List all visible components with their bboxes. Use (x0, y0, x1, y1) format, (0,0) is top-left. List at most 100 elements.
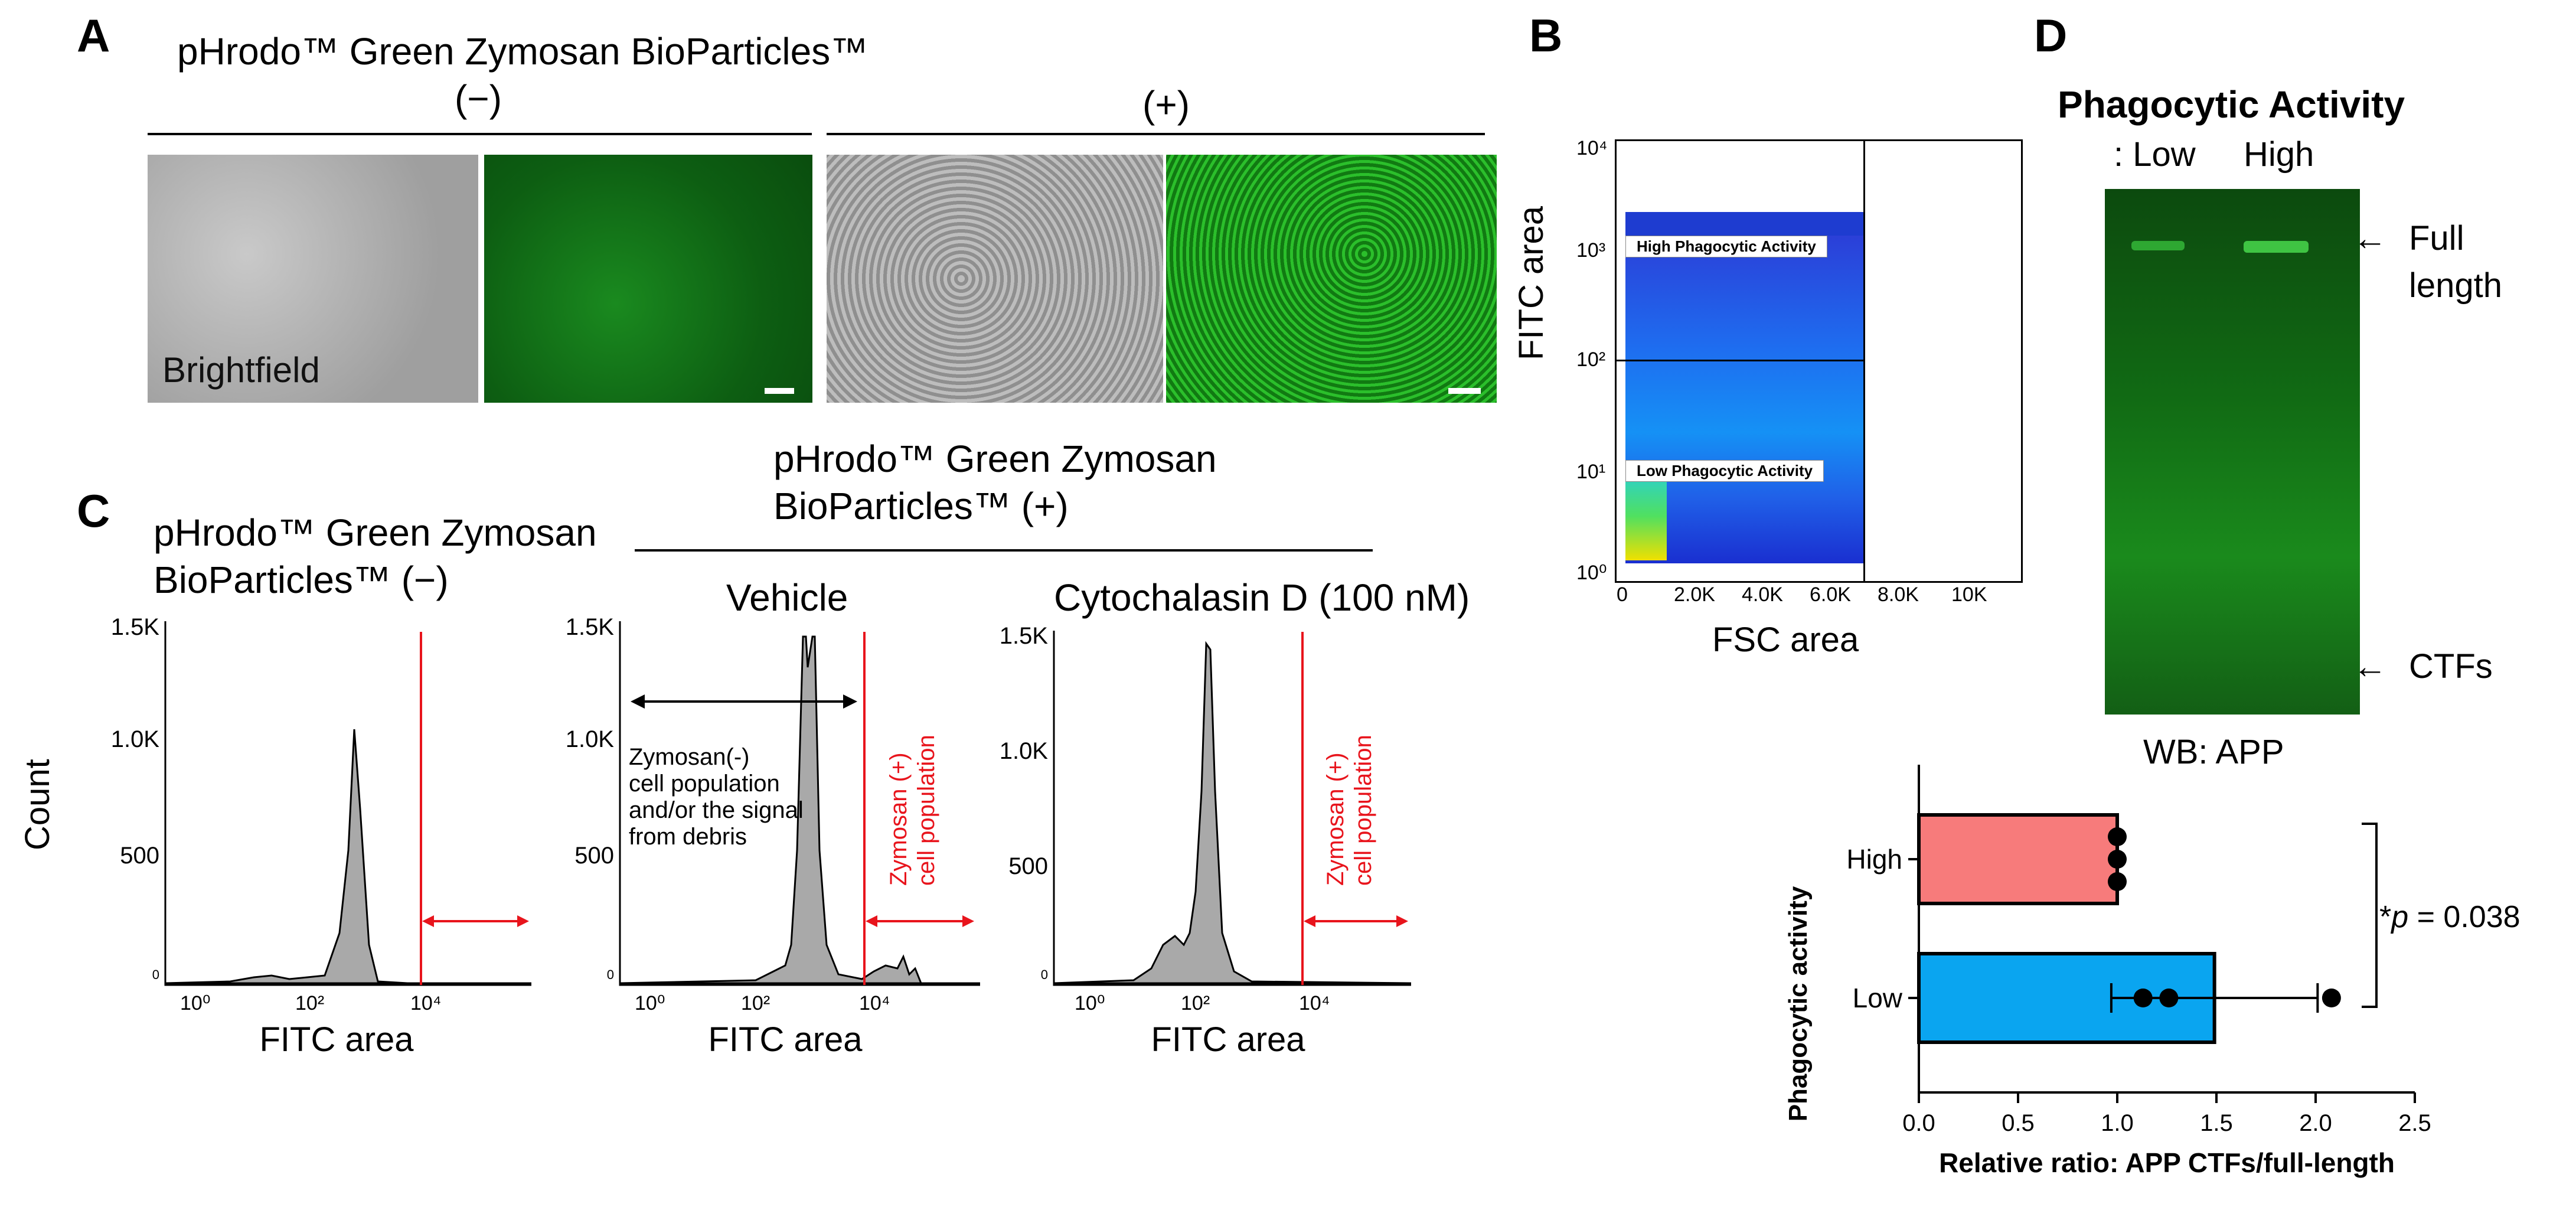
scale-bar (1448, 388, 1481, 394)
gate-low-label: Low Phagocytic Activity (1625, 460, 1824, 482)
c-ytick: 1.5K (111, 614, 160, 640)
histogram-negative: 1.5K 1.0K 500 0 10⁰ 10² 10⁴ FITC area (111, 614, 531, 1059)
zymosan-negative-text-4: from debris (629, 824, 747, 850)
fluorescence-image-plus (1166, 155, 1497, 403)
c-xlabel: FITC area (708, 1020, 863, 1059)
lane-high-label: High (2244, 135, 2314, 174)
c-ytick: 0 (607, 967, 614, 982)
panel-label-c: C (77, 485, 110, 537)
gate-arrowheads (866, 915, 974, 927)
wb-app-label: WB: APP (2143, 733, 2284, 771)
c-ylabel: Count (18, 759, 57, 850)
lane-low-label: : Low (2114, 135, 2196, 174)
data-point (2108, 850, 2127, 869)
zymosan-negative-text-2: cell population (629, 771, 780, 797)
bar-ylabel: Phagocytic activity (1784, 886, 1813, 1121)
c-xtick: 10⁴ (859, 992, 890, 1014)
panel-a-minus-rule (148, 133, 812, 135)
data-point (2108, 872, 2127, 891)
bar-xlabel: Relative ratio: APP CTFs/full-length (1939, 1147, 2395, 1178)
pvalue-text: *p = 0.038 (2379, 900, 2521, 934)
panel-label-b: B (1529, 9, 1563, 61)
data-point (2133, 989, 2153, 1007)
ctfs-arrow: ← (2353, 647, 2387, 686)
hist-curve (619, 635, 980, 984)
c-title-pos-1: pHrodo™ Green Zymosan (773, 438, 1217, 480)
gate-arrowheads (1304, 915, 1408, 927)
panel-a-plus-rule (827, 133, 1485, 135)
zymosan-negative-text-3: and/or the signal (629, 797, 804, 823)
c-ytick: 1.5K (566, 614, 615, 640)
c-ytick: 500 (120, 843, 159, 869)
b-xtick: 2.0K (1674, 583, 1715, 606)
c-xtick: 10² (1181, 992, 1210, 1014)
c-xtick: 10⁰ (635, 992, 665, 1014)
c-title-pos-2: BioParticles™ (+) (773, 485, 1069, 527)
data-point (2322, 989, 2341, 1007)
b-xtick: 8.0K (1878, 583, 1919, 606)
c-ytick: 500 (574, 843, 614, 869)
fitc-gate-line (1617, 360, 1863, 361)
c-xtick: 10² (741, 992, 770, 1014)
full-length-label-2: length (2409, 266, 2503, 305)
hist-curve (1053, 641, 1412, 984)
c-ytick: 1.0K (566, 726, 615, 752)
c-ytick: 1.0K (111, 726, 160, 752)
c-title-neg-1: pHrodo™ Green Zymosan (154, 511, 597, 554)
hist-axes (164, 621, 531, 986)
histogram-vehicle: 1.5K 1.0K 500 0 Zymosan(-) cell populati… (566, 614, 980, 1059)
hist-curve (165, 729, 531, 984)
b-ytick: 10² (1576, 348, 1606, 371)
panel-label-a: A (77, 9, 110, 61)
b-xtick: 10K (1951, 583, 1987, 606)
c-xlabel: FITC area (259, 1020, 414, 1059)
bar-category-label: Low (1853, 983, 1903, 1013)
c-xlabel: FITC area (1151, 1020, 1305, 1059)
histogram-cytochalasin: 1.5K 1.0K 500 0 Zymosan (+) cell populat… (1000, 623, 1412, 1059)
flow-dotplot: High Phagocytic Activity Low Phagocytic … (1615, 139, 2023, 583)
band-full-low (2131, 241, 2185, 250)
scale-bar (765, 388, 794, 394)
zymosan-negative-text-1: Zymosan(-) (629, 744, 749, 770)
gate-high-label: High Phagocytic Activity (1625, 236, 1827, 257)
panel-label-d: D (2034, 9, 2068, 61)
data-point (2108, 827, 2127, 846)
panel-a-plus-label: (+) (1142, 83, 1190, 126)
c-ytick: 500 (1008, 853, 1048, 879)
zymosan-positive-text-1: Zymosan (+) (1323, 752, 1349, 886)
c-title-neg-2: BioParticles™ (−) (154, 559, 449, 601)
hist-axes (1053, 631, 1411, 986)
c-ytick: 0 (152, 967, 159, 982)
b-ytick: 10⁰ (1576, 562, 1607, 584)
x-tick-label: 1.5 (2200, 1110, 2233, 1136)
c-xtick: 10⁰ (1075, 992, 1105, 1014)
b-ytick: 10¹ (1576, 461, 1606, 483)
significance-bracket (2362, 823, 2378, 1008)
fsc-gate-line (1863, 141, 1865, 581)
x-tick-label: 0.0 (1902, 1110, 1935, 1136)
panel-a-reagent-title: pHrodo™ Green Zymosan BioParticles™ (177, 30, 869, 73)
zymosan-positive-text-1: Zymosan (+) (886, 752, 912, 886)
c-xtick: 10⁴ (1299, 992, 1330, 1014)
bar-high (1917, 813, 2119, 905)
x-tick-label: 2.0 (2299, 1110, 2332, 1136)
brightfield-image-plus (827, 155, 1163, 403)
b-ytick: 10⁴ (1576, 137, 1608, 159)
c-xtick: 10² (295, 992, 324, 1014)
brightfield-image-minus: Brightfield (148, 155, 478, 403)
x-tick-label: 2.5 (2398, 1110, 2431, 1136)
x-tick-label: 1.0 (2101, 1110, 2134, 1136)
c-vehicle-label: Vehicle (726, 576, 848, 619)
data-point (2159, 989, 2179, 1007)
hist-axes (619, 621, 980, 986)
c-ytick: 1.0K (1000, 738, 1049, 764)
c-xtick: 10⁰ (180, 992, 210, 1014)
zymosan-positive-text-2: cell population (913, 735, 939, 886)
b-xtick: 6.0K (1810, 583, 1851, 606)
b-ylabel: FITC area (1512, 205, 1550, 360)
c-xtick: 10⁴ (410, 992, 441, 1014)
c-plus-rule (635, 549, 1373, 552)
full-length-label-1: Full (2409, 219, 2464, 257)
c-cytochalasin-label: Cytochalasin D (100 nM) (1054, 576, 1470, 619)
